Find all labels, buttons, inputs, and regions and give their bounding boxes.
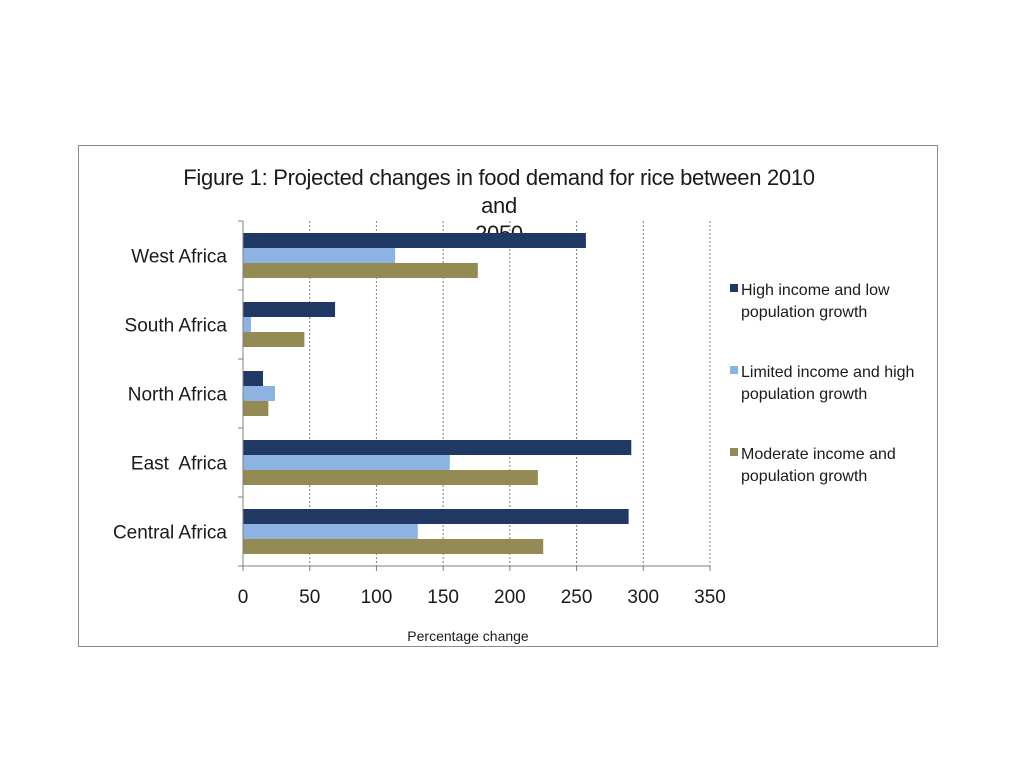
bars-layer — [243, 233, 632, 554]
bar — [243, 455, 450, 470]
bar — [243, 440, 632, 455]
category-label: North Africa — [128, 385, 228, 406]
bar — [243, 332, 305, 347]
x-tick-label: 250 — [561, 587, 593, 608]
axis-layer — [238, 220, 711, 571]
legend-swatch — [730, 448, 738, 456]
category-label: East Africa — [131, 454, 228, 475]
bar — [243, 263, 478, 278]
legend-label: population growth — [741, 304, 867, 321]
legend-label: High income and low — [741, 282, 890, 299]
x-tick-label: 0 — [238, 587, 249, 608]
legend-entry: Limited income and high population growth — [730, 364, 914, 403]
category-label: Central Africa — [113, 523, 227, 544]
legend-label: Moderate income and — [741, 446, 896, 463]
legend-entry: Moderate income and population growth — [730, 446, 896, 485]
legend-label: population growth — [741, 386, 867, 403]
bar — [243, 509, 629, 524]
legend-label: population growth — [741, 468, 867, 485]
x-tick-label: 300 — [627, 587, 659, 608]
legend-entry: High income and low population growth — [730, 282, 890, 321]
category-label: West Africa — [131, 247, 227, 268]
bar — [243, 401, 269, 416]
bar — [243, 470, 538, 485]
bar — [243, 248, 396, 263]
bar — [243, 524, 418, 539]
x-tick-label: 200 — [494, 587, 526, 608]
bar — [243, 317, 252, 332]
grid-layer — [309, 221, 711, 566]
chart-title-line-1: Figure 1: Projected changes in food dema… — [183, 165, 815, 218]
bar — [243, 539, 544, 554]
x-axis-title: Percentage change — [407, 628, 529, 644]
x-tick-label: 350 — [694, 587, 726, 608]
x-tick-label: 100 — [361, 587, 393, 608]
legend-swatch — [730, 284, 738, 292]
bar — [243, 233, 586, 248]
legend-label: Limited income and high — [741, 364, 914, 381]
chart-frame — [78, 145, 938, 647]
labels-layer: West Africa South Africa North Africa East … — [113, 247, 726, 645]
x-tick-label: 150 — [427, 587, 459, 608]
legend-swatch — [730, 366, 738, 374]
x-tick-label: 50 — [299, 587, 320, 608]
bar — [243, 371, 264, 386]
bar — [243, 302, 336, 317]
bar — [243, 386, 276, 401]
category-label: South Africa — [125, 316, 228, 337]
